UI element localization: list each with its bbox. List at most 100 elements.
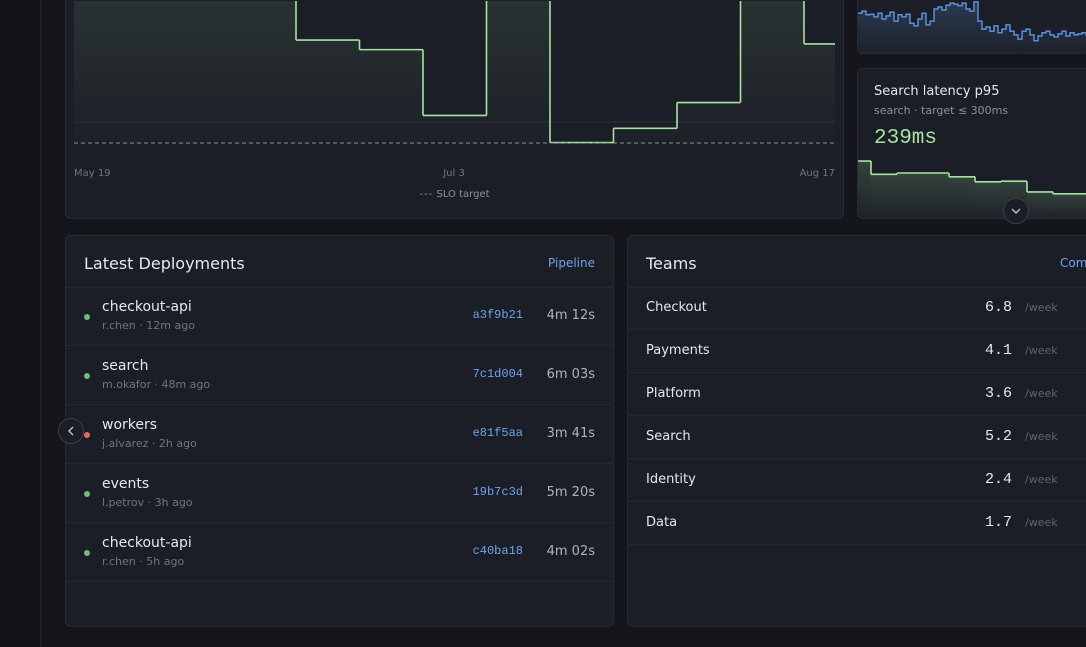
team-rate: 2.4	[984, 471, 1012, 488]
expand-button[interactable]	[1003, 198, 1029, 224]
deploy-meta: r.chen · 5h ago	[102, 555, 185, 568]
metric-value: 239ms	[874, 127, 938, 150]
deployment-row: checkout-api r.chen · 5h ago c40ba18 4m 02s	[66, 523, 613, 582]
card-subtitle: search · target ≤ 300ms	[874, 104, 1009, 117]
area	[169, 1, 233, 144]
team-row: Identity 2.4/week	[628, 459, 1086, 502]
team-rate: 4.1	[984, 342, 1012, 359]
area	[359, 49, 423, 145]
team-unit: /week	[1025, 473, 1058, 486]
team-unit: /week	[1025, 516, 1058, 529]
area	[613, 128, 677, 144]
area	[105, 1, 169, 144]
service-name: checkout-api	[102, 535, 192, 551]
area	[858, 161, 871, 218]
duration: 5m 20s	[546, 485, 595, 500]
x-label: Aug 17	[799, 168, 835, 179]
team-row: Checkout 6.8/week	[628, 287, 1086, 330]
team-name: Payments	[646, 343, 710, 358]
status-dot	[84, 550, 90, 556]
team-unit: /week	[1025, 301, 1058, 314]
deploy-meta: m.okafor · 48m ago	[102, 378, 211, 391]
prev-button[interactable]	[58, 418, 84, 444]
area	[1027, 191, 1053, 218]
latency-card: Search latency p95 search · target ≤ 300…	[857, 68, 1086, 219]
sparkline	[858, 160, 1086, 218]
status-dot	[84, 491, 90, 497]
card-title: Search latency p95	[874, 84, 1000, 99]
legend-label: SLO target	[436, 189, 490, 200]
deployment-row: search m.okafor · 48m ago 7c1d004 6m 03s	[66, 346, 613, 405]
area	[423, 115, 487, 144]
team-rate: 1.7	[984, 514, 1012, 531]
deployment-row: checkout-api r.chen · 12m ago a3f9b21 4m 12…	[66, 287, 613, 346]
x-label: May 19	[74, 168, 111, 179]
duration: 4m 02s	[546, 544, 595, 559]
team-rate: 3.6	[984, 385, 1012, 402]
chevron-left	[67, 426, 74, 436]
commit-hash: c40ba18	[472, 544, 523, 558]
team-rate: 5.2	[984, 428, 1012, 445]
area	[486, 1, 550, 145]
team-rate: 6.8	[984, 299, 1012, 316]
team-name: Identity	[646, 472, 696, 487]
sparkline-card	[857, 0, 1086, 54]
deploy-meta: r.chen · 12m ago	[102, 319, 195, 332]
service-name: events	[102, 476, 150, 492]
team-unit: /week	[1025, 430, 1058, 443]
card-title: Latest Deployments	[84, 254, 245, 273]
area	[740, 1, 804, 145]
duration: 6m 03s	[546, 367, 595, 382]
area	[1079, 193, 1086, 218]
chevron-down	[1011, 208, 1021, 215]
area	[232, 1, 296, 144]
sidebar	[0, 0, 41, 647]
area	[923, 173, 949, 218]
area	[74, 1, 106, 144]
link[interactable]: Pipeline	[548, 256, 595, 270]
service-name: search	[102, 358, 149, 374]
team-row: Platform 3.6/week	[628, 373, 1086, 416]
teams-card: Teams Com Checkout 6.8/week Payments 4.1/we…	[627, 235, 1086, 627]
team-unit: /week	[1025, 387, 1058, 400]
service-name: checkout-api	[102, 299, 192, 315]
commit-hash: e81f5aa	[472, 426, 523, 440]
area	[1053, 193, 1079, 218]
deployment-row: events l.petrov · 3h ago 19b7c3d 5m 20s	[66, 464, 613, 523]
commit-hash: a3f9b21	[472, 308, 523, 322]
status-dot	[84, 314, 90, 320]
team-row: Data 1.7/week	[628, 502, 1086, 545]
card-header: Latest Deployments Pipeline	[66, 236, 613, 288]
service-name: workers	[102, 417, 158, 433]
card-header: Teams Com	[628, 236, 1086, 288]
deployment-row: workers j.alvarez · 2h ago e81f5aa 3m 41s	[66, 405, 613, 464]
team-name: Checkout	[646, 300, 707, 315]
commit-hash: 19b7c3d	[472, 485, 523, 499]
commit-hash: 7c1d004	[472, 367, 523, 381]
link[interactable]: Com	[1060, 256, 1086, 270]
duration: 3m 41s	[546, 426, 595, 441]
team-unit: /week	[1025, 344, 1058, 357]
main-chart	[74, 1, 835, 145]
line	[858, 1, 1086, 42]
sparkline	[858, 1, 1086, 53]
area	[871, 174, 897, 218]
card-title: Teams	[646, 254, 697, 273]
main-chart-card: May 19 Jul 3 Aug 17 --- SLO target	[65, 0, 844, 219]
legend: --- SLO target	[66, 189, 843, 200]
area	[804, 43, 835, 144]
x-label-text: Jul 3	[443, 168, 465, 179]
area	[858, 2, 1086, 53]
area	[975, 181, 1001, 218]
deploy-meta: j.alvarez · 2h ago	[102, 437, 197, 450]
area	[897, 173, 923, 218]
duration: 4m 12s	[546, 308, 595, 323]
deploy-meta: l.petrov · 3h ago	[102, 496, 193, 509]
area	[296, 40, 360, 144]
team-row: Search 5.2/week	[628, 416, 1086, 459]
area	[949, 176, 975, 218]
team-name: Search	[646, 429, 691, 444]
team-name: Data	[646, 515, 678, 530]
team-row: Payments 4.1/week	[628, 330, 1086, 373]
team-name: Platform	[646, 386, 701, 401]
